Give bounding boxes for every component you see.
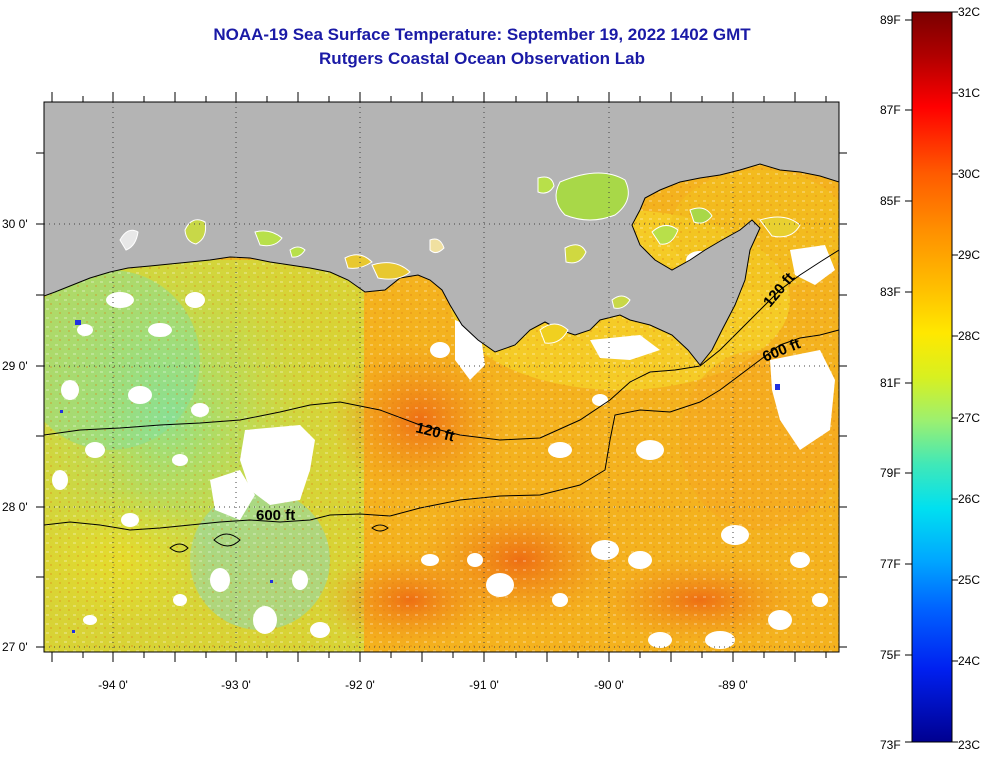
colorbar-c-24: 24C xyxy=(958,654,981,668)
contour-120ft xyxy=(44,249,839,441)
colorbar-f-79: 79F xyxy=(880,466,901,480)
lon-label-91: -91 0' xyxy=(469,678,499,692)
colorbar-c-30: 30C xyxy=(958,167,981,181)
lat-label-30: 30 0' xyxy=(2,217,28,231)
lon-label-94: -94 0' xyxy=(98,678,128,692)
map-area xyxy=(44,102,839,652)
colorbar-c-26: 26C xyxy=(958,492,981,506)
colorbar-f-85: 85F xyxy=(880,194,901,208)
lon-label-90: -90 0' xyxy=(594,678,624,692)
lat-label-27: 27 0' xyxy=(2,640,28,654)
lon-label-92: -92 0' xyxy=(345,678,375,692)
axis-ticks xyxy=(36,92,847,662)
colorbar-c-25: 25C xyxy=(958,573,981,587)
colorbar-c-28: 28C xyxy=(958,329,981,343)
map-subtitle: Rutgers Coastal Ocean Observation Lab xyxy=(319,49,645,68)
contour-label-600-west: 600 ft xyxy=(256,507,295,524)
colorbar-f-77: 77F xyxy=(880,557,901,571)
map-title: NOAA-19 Sea Surface Temperature: Septemb… xyxy=(213,25,751,44)
inland-water xyxy=(119,172,801,344)
lat-label-29: 29 0' xyxy=(2,359,28,373)
lon-label-89: -89 0' xyxy=(718,678,748,692)
colorbar-f-75: 75F xyxy=(880,648,901,662)
contour-600ft xyxy=(44,329,839,531)
colorbar-f-87: 87F xyxy=(880,103,901,117)
colorbar-c-23: 23C xyxy=(958,738,981,752)
colorbar-f-73: 73F xyxy=(880,738,901,752)
lon-label-93: -93 0' xyxy=(221,678,251,692)
colorbar xyxy=(911,11,953,743)
map-border xyxy=(43,101,840,653)
graticule xyxy=(44,102,839,652)
land-mass xyxy=(44,102,839,366)
colorbar-f-81: 81F xyxy=(880,376,901,390)
colorbar-c-29: 29C xyxy=(958,248,981,262)
cold-pixels xyxy=(60,320,780,633)
lat-label-28: 28 0' xyxy=(2,500,28,514)
colorbar-f-89: 89F xyxy=(880,13,901,27)
colorbar-ticks xyxy=(905,11,958,743)
colorbar-c-27: 27C xyxy=(958,411,981,425)
colorbar-f-83: 83F xyxy=(880,285,901,299)
colorbar-c-32: 32C xyxy=(958,5,981,19)
colorbar-c-31: 31C xyxy=(958,86,981,100)
